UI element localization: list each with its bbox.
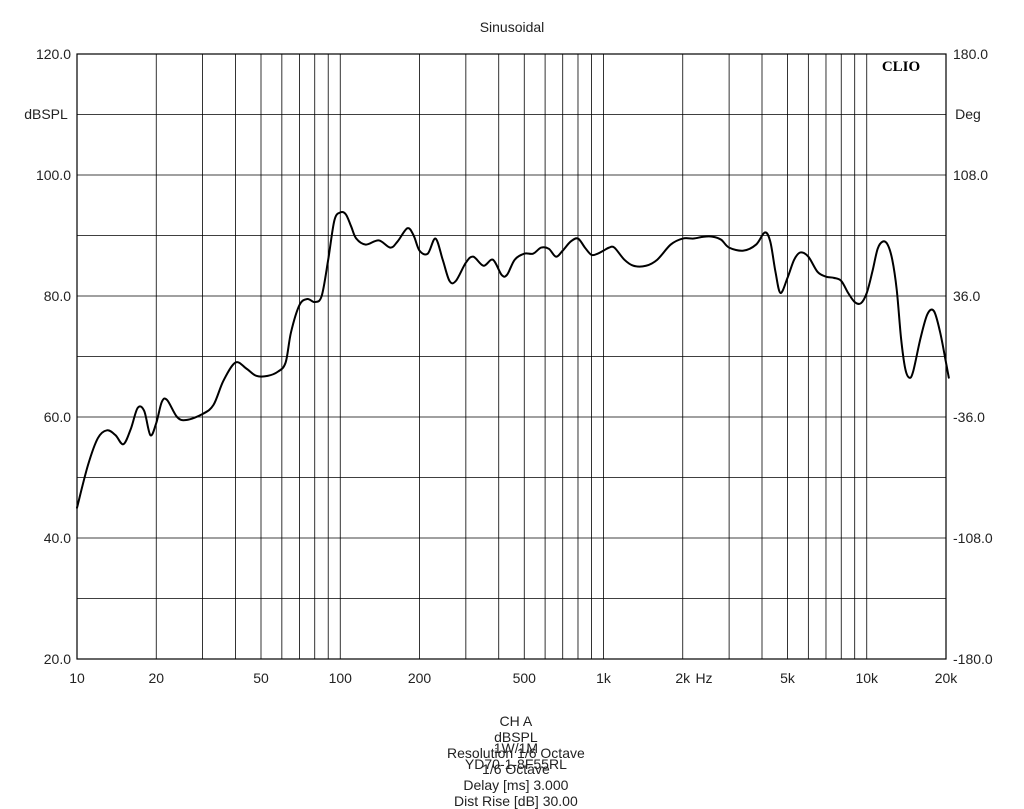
x-tick-label: 500 xyxy=(513,670,537,686)
x-tick-label: 10k xyxy=(855,670,879,686)
y-left-tick-label: 40.0 xyxy=(44,530,71,546)
y-right-tick-label: 36.0 xyxy=(953,288,980,304)
y-left-tick-label: 100.0 xyxy=(36,167,71,183)
y-right-tick-label: -36.0 xyxy=(953,409,985,425)
y-right-tick-label: -180.0 xyxy=(953,651,993,667)
x-tick-label: 100 xyxy=(329,670,353,686)
x-axis-unit-label: Hz xyxy=(695,670,712,686)
x-tick-label: 10 xyxy=(69,670,85,686)
x-tick-label: 50 xyxy=(253,670,269,686)
resolution-label: Resolution 1/6 Octave xyxy=(447,745,585,761)
y-left-tick-label: 80.0 xyxy=(44,288,71,304)
unit-label: dBSPL xyxy=(494,729,538,745)
y-left-tick-label: 120.0 xyxy=(36,46,71,62)
x-tick-label: 200 xyxy=(408,670,432,686)
chart-title: Sinusoidal xyxy=(480,19,545,35)
y-left-tick-label: 20.0 xyxy=(44,651,71,667)
measurement-info: 1W/1M YD70-1-8F55RL xyxy=(0,724,1024,772)
spl-response-line xyxy=(76,211,950,509)
x-tick-label: 1k xyxy=(596,670,612,686)
dist-rise-label: Dist Rise [dB] 30.00 xyxy=(454,793,578,809)
x-tick-label: 2k xyxy=(675,670,691,686)
model-label: YD70-1-8F55RL xyxy=(464,756,567,772)
frequency-response-chart: Sinusoidal CLIO 10 20 50 100 200 500 1k 2k 5k 10k… xyxy=(24,19,993,686)
clio-brand-label: CLIO xyxy=(882,59,920,75)
tick-labels: 10 20 50 100 200 500 1k 2k 5k 10k 20k 20.0 40.0 60.0 8… xyxy=(36,46,993,686)
x-tick-label: 5k xyxy=(780,670,796,686)
y-right-tick-label: 180.0 xyxy=(953,46,988,62)
channel-label: CH A xyxy=(499,713,533,729)
y-left-tick-label: 60.0 xyxy=(44,409,71,425)
series-layer xyxy=(76,211,950,509)
grid xyxy=(77,54,946,659)
plot-frame xyxy=(76,53,947,660)
x-tick-label: 20 xyxy=(148,670,164,686)
delay-label: Delay [ms] 3.000 xyxy=(463,777,569,793)
x-tick-label: 20k xyxy=(935,670,959,686)
y-right-tick-label: -108.0 xyxy=(953,530,993,546)
power-distance-label: 1W/1M xyxy=(493,740,539,756)
y-right-tick-label: 108.0 xyxy=(953,167,988,183)
y-axis-right-label: Deg xyxy=(955,106,981,122)
y-axis-left-label: dBSPL xyxy=(24,106,68,122)
